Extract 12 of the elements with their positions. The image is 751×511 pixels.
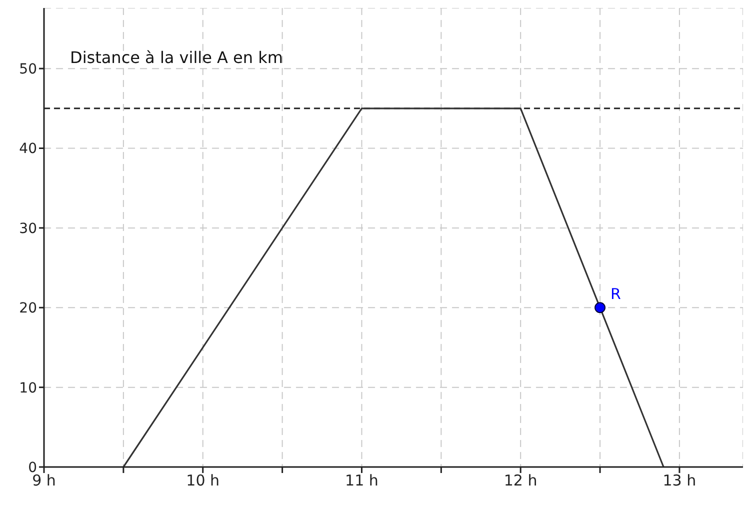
x-tick-label: 13 h (662, 472, 696, 490)
y-tick-label: 50 (19, 62, 37, 78)
x-tick-label: 11 h (345, 472, 378, 490)
x-tick-label: 12 h (504, 472, 538, 490)
series-label: R (610, 284, 621, 303)
y-tick-label: 10 (19, 380, 37, 396)
x-tick-label: 9 h (32, 472, 56, 490)
x-tick-label: 10 h (186, 472, 220, 490)
y-axis-title: Distance à la ville A en km (70, 48, 283, 67)
y-tick-label: 20 (19, 300, 37, 317)
y-tick-label: 30 (19, 220, 37, 237)
y-tick-label: 40 (19, 141, 37, 158)
